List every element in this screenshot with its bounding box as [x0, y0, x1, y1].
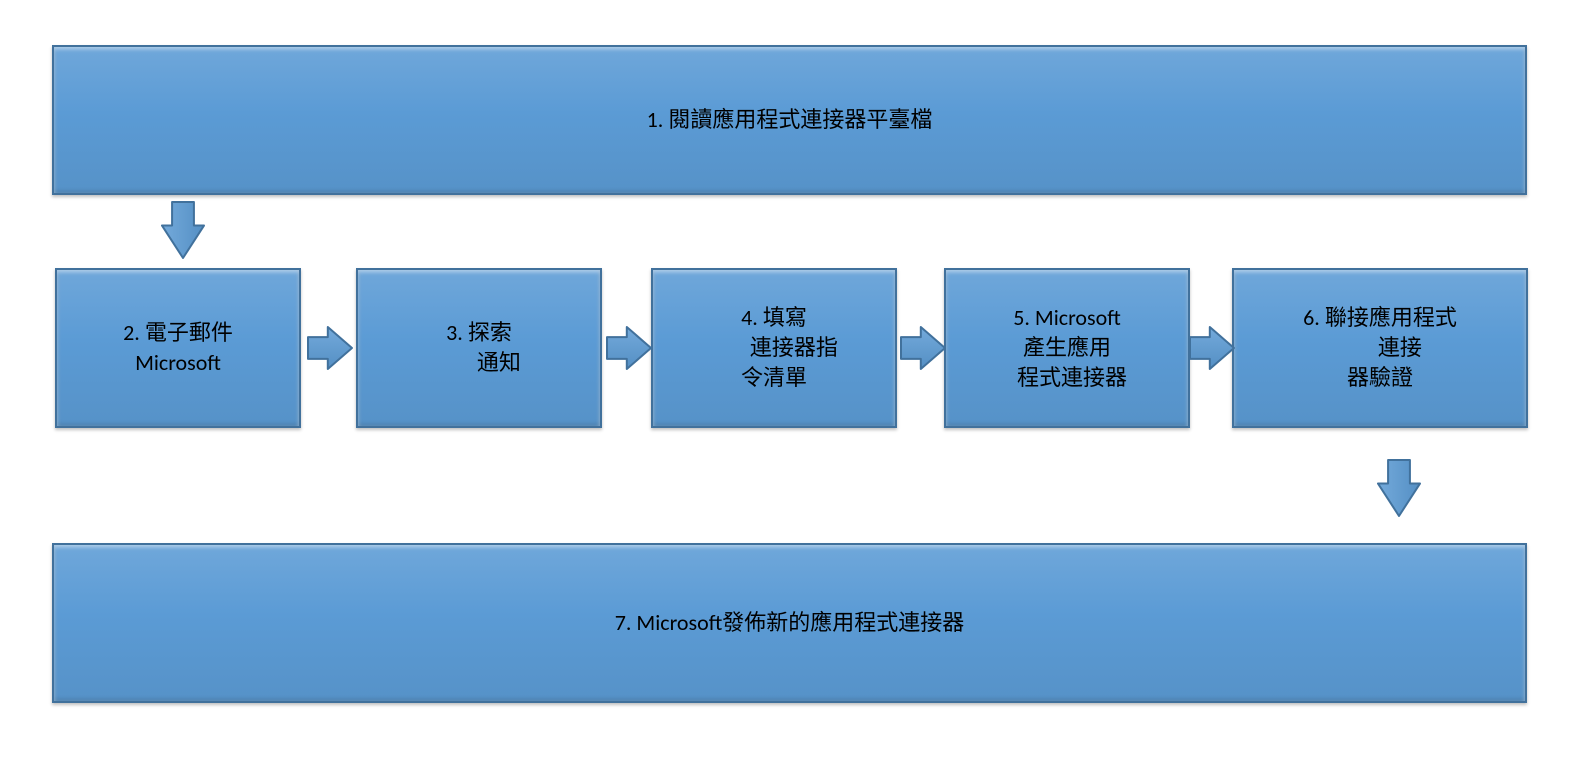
flow-arrow-right: [1190, 327, 1234, 369]
flow-node-label: 6. 聯接應用程式 連接 器驗證: [1297, 299, 1463, 396]
flow-arrow-right: [901, 327, 945, 369]
flow-node-n7: 7. Microsoft發佈新的應用程式連接器: [52, 543, 1527, 703]
flow-node-label: 2. 電子郵件 Microsoft: [117, 314, 239, 381]
flow-arrow-right: [607, 327, 651, 369]
flow-node-n4: 4. 填寫 連接器指 令清單: [651, 268, 897, 428]
flow-node-n2: 2. 電子郵件 Microsoft: [55, 268, 301, 428]
flow-node-n5: 5. Microsoft 產生應用 程式連接器: [944, 268, 1190, 428]
flowchart-canvas: 1. 閱讀應用程式連接器平臺檔 2. 電子郵件 Microsoft 3. 探索 通知…: [0, 0, 1576, 768]
flow-arrow-down: [162, 202, 204, 258]
flow-node-n1: 1. 閱讀應用程式連接器平臺檔: [52, 45, 1527, 195]
flow-node-label: 7. Microsoft發佈新的應用程式連接器: [615, 608, 965, 638]
flow-node-label: 3. 探索 通知: [431, 314, 527, 381]
flow-node-n3: 3. 探索 通知: [356, 268, 602, 428]
flow-node-label: 4. 填寫 連接器指 令清單: [704, 299, 844, 396]
flow-node-label: 1. 閱讀應用程式連接器平臺檔: [647, 105, 933, 135]
flow-arrow-down: [1378, 460, 1420, 516]
flow-arrow-right: [308, 327, 352, 369]
flow-node-label: 5. Microsoft 產生應用 程式連接器: [1001, 299, 1133, 396]
flow-node-n6: 6. 聯接應用程式 連接 器驗證: [1232, 268, 1528, 428]
